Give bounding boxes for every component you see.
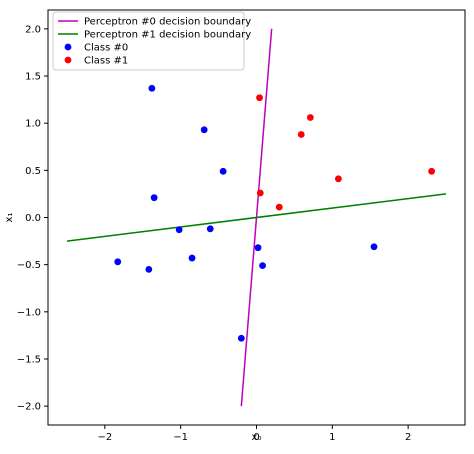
point-class-1-5 [256, 189, 264, 197]
point-class-1-1 [306, 114, 314, 121]
legend-entry-label: Perceptron #0 decision boundary [84, 17, 251, 28]
x-tick-label: −2 [97, 432, 112, 443]
x-tick-label: 1 [329, 432, 335, 443]
point-class-0-12 [370, 243, 378, 251]
boundary-lines-layer [66, 28, 447, 407]
point-class-0-1 [200, 126, 208, 134]
y-axis-ticks: −2.0 −1.5 −1.0 −0.5 0.0 0.5 1.0 1.5 2.0 [17, 24, 48, 413]
point-class-1-6 [275, 203, 283, 211]
point-class-0-4 [175, 226, 183, 234]
x-axis-ticks: −2 −1 0 1 2 [97, 425, 411, 443]
y-tick-label: 0.0 [25, 213, 41, 224]
x-tick-label: −1 [173, 432, 188, 443]
point-class-1-0 [256, 94, 263, 102]
y-tick-label: 0.5 [25, 166, 41, 177]
point-class-0-3 [150, 194, 158, 202]
y-tick-label: 2.0 [25, 24, 41, 35]
legend-box [52, 11, 245, 71]
legend-entry-label: Perceptron #1 decision boundary [84, 30, 251, 41]
legend-entry-label: Class #0 [84, 43, 128, 54]
x-tick-label: 2 [405, 432, 411, 443]
legend-point-swatch [64, 56, 72, 64]
point-class-0-7 [114, 258, 122, 266]
boundary-line-perceptron-1 [66, 193, 447, 242]
point-class-0-8 [145, 265, 153, 273]
y-tick-label: 1.0 [25, 119, 41, 130]
point-class-0-6 [188, 254, 196, 262]
point-class-1-2 [297, 131, 305, 138]
point-class-0-10 [259, 262, 266, 270]
y-axis-label: x₁ [4, 213, 15, 223]
data-points-layer [114, 84, 436, 342]
legend-entry-label: Class #1 [84, 56, 128, 67]
legend-point-swatch [64, 43, 72, 51]
point-class-0-9 [254, 244, 262, 252]
point-class-0-2 [219, 167, 227, 175]
point-class-0-5 [206, 225, 214, 233]
y-tick-label: −0.5 [17, 260, 41, 271]
y-tick-label: −1.0 [17, 307, 41, 318]
point-class-0-11 [237, 334, 245, 342]
point-class-1-3 [334, 175, 342, 183]
point-class-0-0 [148, 84, 156, 92]
y-tick-label: −2.0 [17, 402, 41, 413]
x-tick-label: 0 [253, 432, 259, 443]
point-class-1-4 [428, 167, 436, 175]
y-tick-label: 1.5 [25, 72, 41, 83]
x-axis-label: x₀ [252, 432, 262, 443]
y-tick-label: −1.5 [17, 354, 41, 365]
legend: Perceptron #0 decision boundary Perceptro… [52, 11, 251, 71]
